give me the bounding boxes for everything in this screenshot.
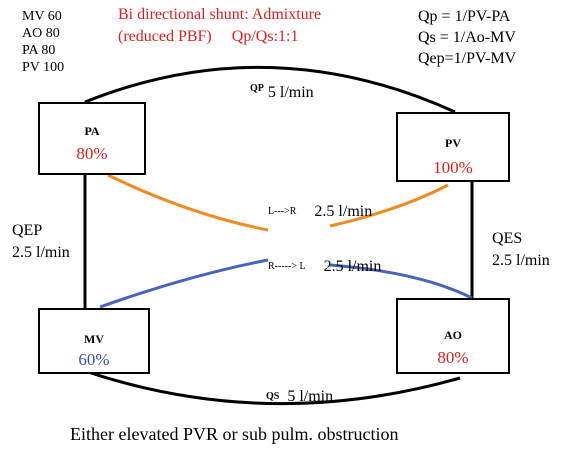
flow-lr-label: L--->R xyxy=(268,206,297,217)
saturation-pv: PV 100 xyxy=(22,60,65,75)
flow-qep-value: 2.5 l/min xyxy=(12,244,70,261)
diagram-title: Bi directional shunt: Admixture xyxy=(118,6,322,23)
flow-qs-value: 5 l/min xyxy=(287,388,334,405)
saturation-mv: MV 60 xyxy=(22,9,62,24)
flow-qep: QEP 2.5 l/min xyxy=(12,220,70,264)
node-mv: MV 60% xyxy=(38,308,150,374)
flow-right-to-left: R-----> L 2.5 l/min xyxy=(268,258,381,276)
flow-qes-value: 2.5 l/min xyxy=(492,252,550,269)
flow-qep-label: QEP xyxy=(12,222,43,239)
formula-qp: Qp = 1/PV-PA xyxy=(418,8,511,25)
left-to-right-curve-left xyxy=(107,173,269,232)
flow-qp-value: 5 l/min xyxy=(267,84,314,101)
node-pa-name: PA xyxy=(84,124,100,138)
left-to-right-curve-right xyxy=(329,183,449,228)
flow-rl-value: 2.5 l/min xyxy=(323,258,382,275)
footer-caption: Either elevated PVR or sub pulm. obstruc… xyxy=(70,424,399,444)
node-pv-name: PV xyxy=(445,136,461,150)
saturation-ao: AO 80 xyxy=(22,26,60,41)
node-ao: AO 80% xyxy=(396,298,510,374)
subtitle-qp-qs: Qp/Qs:1:1 xyxy=(231,28,299,45)
flow-lr-value: 2.5 l/min xyxy=(314,203,373,220)
qp-arc xyxy=(84,65,456,114)
node-pa-saturation: 80% xyxy=(76,144,108,163)
node-mv-name: MV xyxy=(84,332,104,346)
node-mv-saturation: 60% xyxy=(78,350,110,369)
flow-qp: QP 5 l/min xyxy=(250,83,314,102)
node-pa: PA 80% xyxy=(38,102,146,175)
diagram-subtitle: (reduced PBF) Qp/Qs:1:1 xyxy=(118,26,298,47)
node-pv-saturation: 100% xyxy=(433,158,473,177)
flow-qes: QES 2.5 l/min xyxy=(492,228,550,272)
subtitle-reduced-pbf: (reduced PBF) xyxy=(118,28,212,45)
node-pv: PV 100% xyxy=(396,112,510,182)
flow-qp-label: QP xyxy=(250,83,264,94)
qs-arc xyxy=(87,370,461,406)
flow-qs: QS 5 l/min xyxy=(266,388,333,406)
saturation-pa: PA 80 xyxy=(22,43,56,58)
formula-qep: Qep=1/PV-MV xyxy=(418,50,517,67)
formula-list: Qp = 1/PV-PA Qs = 1/Ao-MV Qep=1/PV-MV xyxy=(418,6,516,69)
node-ao-saturation: 80% xyxy=(437,348,469,367)
flow-qs-label: QS xyxy=(266,391,280,402)
flow-qes-label: QES xyxy=(492,230,523,247)
flow-left-to-right: L--->R 2.5 l/min xyxy=(268,203,372,221)
flow-rl-label: R-----> L xyxy=(268,261,306,272)
formula-qs: Qs = 1/Ao-MV xyxy=(418,29,516,46)
saturation-list: MV 60 AO 80 PA 80 PV 100 xyxy=(22,8,64,76)
right-to-left-curve-right xyxy=(329,263,473,300)
right-to-left-curve-left xyxy=(99,258,269,309)
node-ao-name: AO xyxy=(444,328,462,342)
